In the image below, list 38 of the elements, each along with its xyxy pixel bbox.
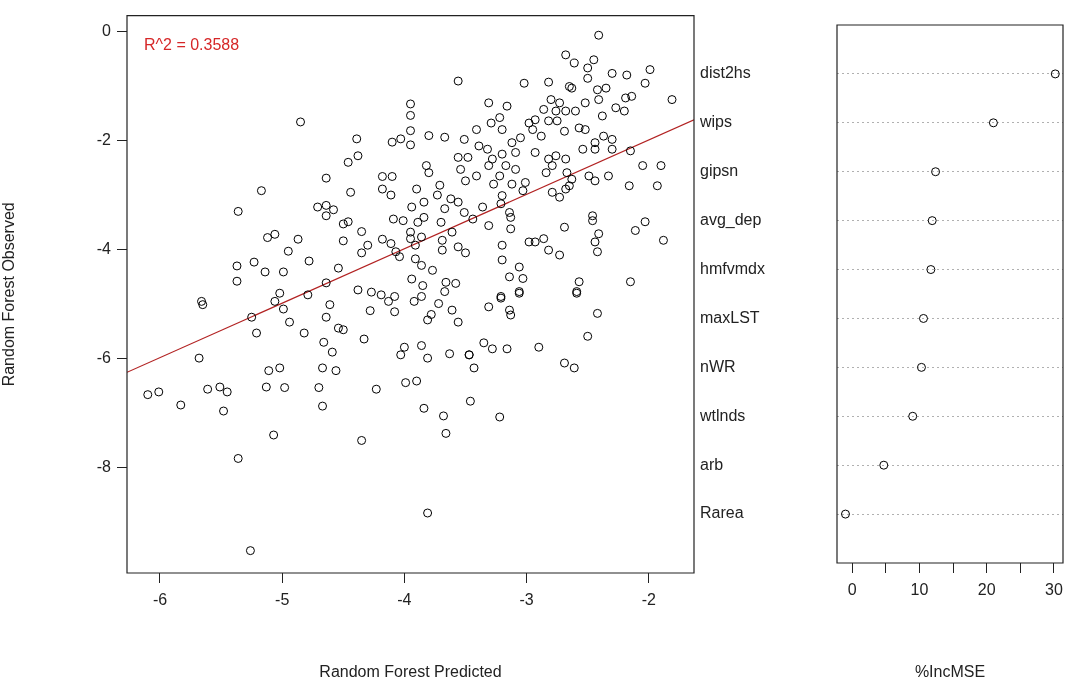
y-tick-label: gipsn [700, 162, 739, 180]
point [927, 216, 937, 226]
annotation: R^2 = 0.3588 [144, 36, 240, 54]
y-tick-label: wtlnds [699, 406, 746, 424]
point [931, 167, 941, 177]
point [908, 411, 918, 421]
x-tick-label: -3 [519, 591, 534, 609]
x-tick-label: 30 [1045, 581, 1063, 599]
x-tick-label: 20 [977, 581, 996, 599]
point [879, 460, 889, 470]
x-tick-label: 10 [910, 581, 929, 599]
y-tick-label: Rarea [700, 504, 744, 522]
point [916, 362, 926, 372]
x-tick-label: -6 [152, 591, 168, 609]
y-tick-label: maxLST [700, 308, 760, 326]
point [1050, 69, 1060, 79]
point [988, 118, 998, 128]
x-tick-label: 0 [847, 581, 857, 599]
point [926, 265, 936, 275]
y-tick-label: -6 [96, 349, 112, 367]
y-tick-label: avg_dep [700, 211, 762, 230]
y-tick-label: wips [699, 113, 733, 131]
x-axis-title: Random Forest Predicted [319, 662, 502, 680]
y-tick-label: arb [700, 455, 724, 473]
y-tick-label: -8 [96, 458, 112, 476]
x-axis-title: %IncMSE [914, 662, 986, 680]
y-axis-title: Random Forest Observed [0, 202, 18, 387]
x-tick-label: -5 [275, 591, 290, 609]
y-tick-label: nWR [700, 357, 736, 375]
y-tick-label: -4 [96, 239, 112, 257]
y-tick-label: hmfvmdx [700, 259, 765, 277]
point [918, 313, 928, 323]
y-tick-label: -2 [96, 130, 112, 148]
x-tick-label: -2 [641, 591, 656, 609]
y-tick-label: 0 [102, 21, 112, 39]
x-tick-label: -4 [397, 591, 412, 609]
y-tick-label: dist2hs [700, 64, 751, 82]
point [840, 509, 850, 519]
